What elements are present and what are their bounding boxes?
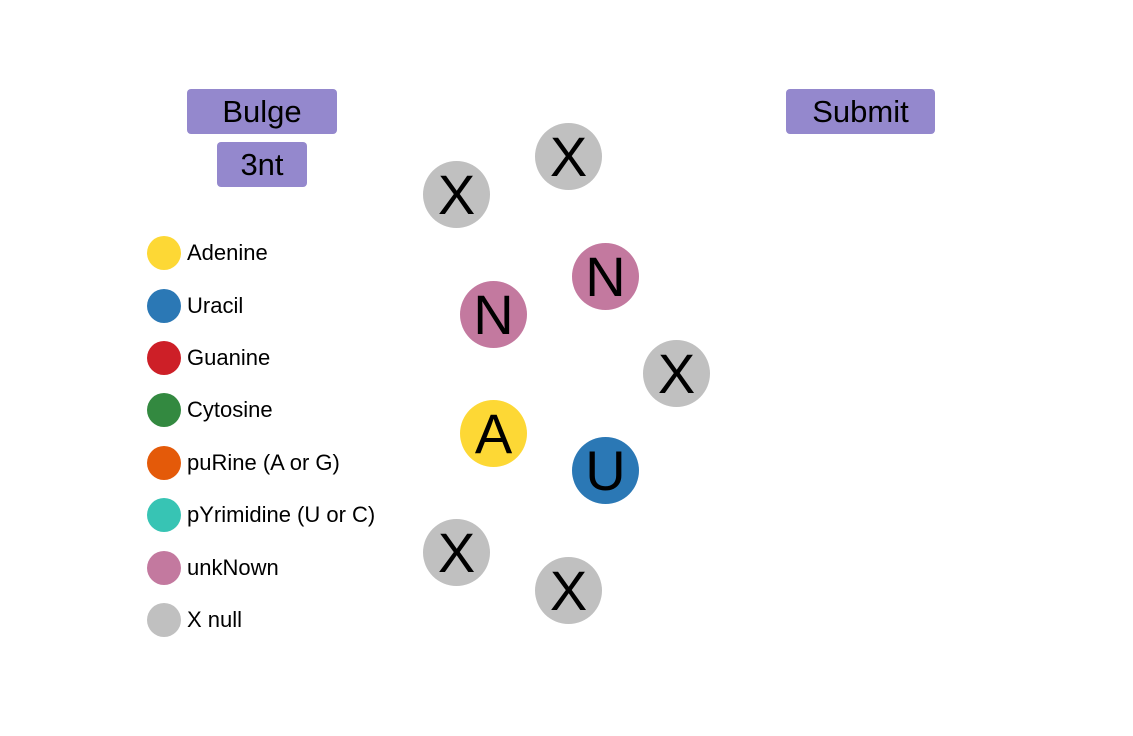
pyrimidine-swatch-icon [147, 498, 181, 532]
nucleotide-bulge-1[interactable]: N [572, 243, 639, 310]
bulge-size-button[interactable]: 3nt [217, 142, 307, 187]
legend-label: Adenine [187, 240, 268, 265]
legend-label: unkNown [187, 555, 279, 580]
legend-label: X null [187, 607, 243, 632]
legend-label: Cytosine [187, 397, 273, 422]
nucleotide-bulge-3[interactable]: U [572, 437, 639, 504]
guanine-swatch-icon [147, 341, 181, 375]
legend-label: pYrimidine (U or C) [187, 502, 376, 527]
legend-item-null: X null [147, 603, 242, 637]
legend-item-guanine: Guanine [147, 341, 270, 375]
null-swatch-icon [147, 603, 181, 637]
legend-item-cytosine: Cytosine [147, 393, 273, 427]
nucleotide-pair-left-1[interactable]: N [460, 281, 527, 348]
unknown-swatch-icon [147, 551, 181, 585]
purine-swatch-icon [147, 446, 181, 480]
legend-label: puRine (A or G) [187, 450, 340, 475]
submit-button[interactable]: Submit [786, 89, 935, 134]
legend-item-uracil: Uracil [147, 289, 243, 323]
bulge-button[interactable]: Bulge [187, 89, 337, 134]
nucleotide-bulge-2[interactable]: X [643, 340, 710, 407]
nucleotide-5prime-bottom[interactable]: X [423, 519, 490, 586]
uracil-swatch-icon [147, 289, 181, 323]
legend-item-pyrimidine: pYrimidine (U or C) [147, 498, 375, 532]
legend-label: Guanine [187, 345, 271, 370]
adenine-swatch-icon [147, 236, 181, 270]
legend-label: Uracil [187, 293, 244, 318]
legend-item-adenine: Adenine [147, 236, 268, 270]
cytosine-swatch-icon [147, 393, 181, 427]
nucleotide-5prime-top[interactable]: X [423, 161, 490, 228]
nucleotide-3prime-bottom[interactable]: X [535, 557, 602, 624]
legend-item-purine: puRine (A or G) [147, 446, 340, 480]
nucleotide-pair-left-2[interactable]: A [460, 400, 527, 467]
nucleotide-3prime-top[interactable]: X [535, 123, 602, 190]
legend-item-unknown: unkNown [147, 551, 279, 585]
